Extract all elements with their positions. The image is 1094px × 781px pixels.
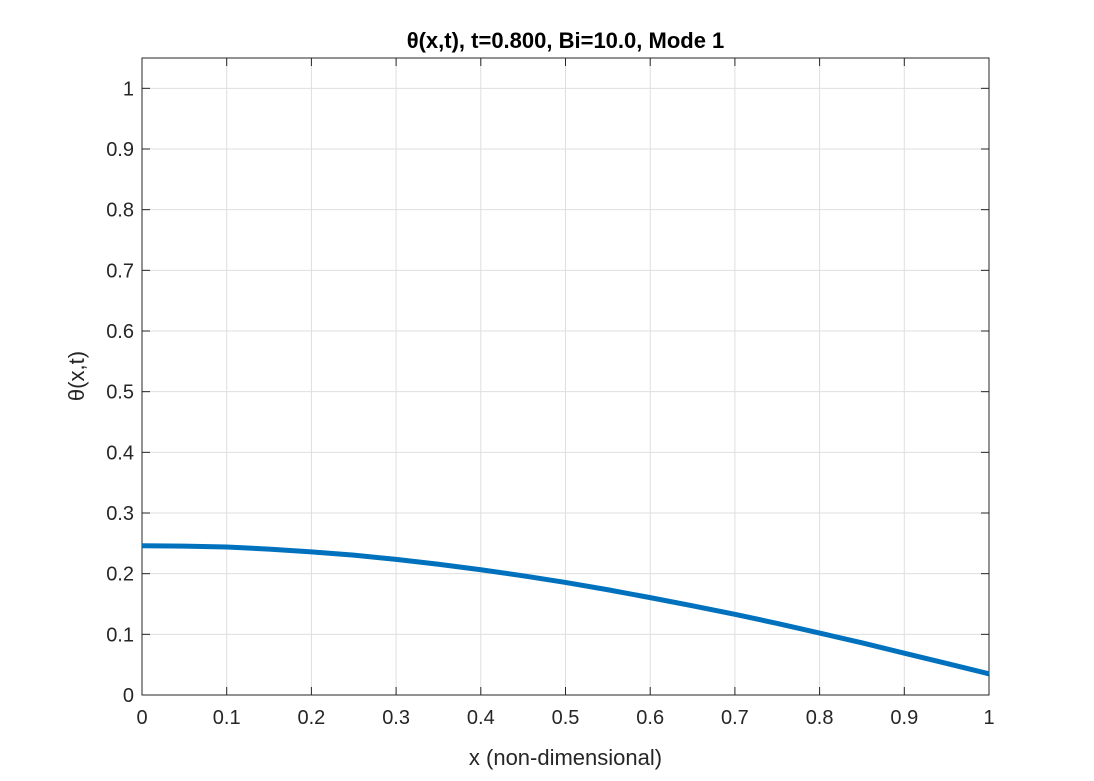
x-tick-label: 0.4 [467,707,495,729]
chart-title: θ(x,t), t=0.800, Bi=10.0, Mode 1 [407,28,725,53]
x-tick-label: 0.2 [297,707,325,729]
series-group [141,543,990,677]
x-axis-label: x (non-dimensional) [469,745,662,770]
y-tick-label: 0.1 [106,624,134,646]
x-tick-label: 0 [136,707,147,729]
ticks: 0 0.1 0.2 0.3 0.4 0.5 0.6 0.7 0.8 0.9 1 0 0.1 0.2 0.3 0… [106,58,995,729]
x-tick-label: 0.3 [382,707,410,729]
x-tick-label: 1 [983,707,994,729]
y-tick-label: 0.3 [106,503,134,525]
y-tick-label: 0.2 [106,564,134,586]
y-tick-label: 0 [123,685,134,707]
x-tick-label: 0.8 [806,707,834,729]
series-line [141,543,990,677]
x-tick-label: 0.6 [636,707,664,729]
y-axis-label: θ(x,t) [64,351,89,401]
y-tick-label: 0.8 [106,200,134,222]
y-tick-label: 0.5 [106,382,134,404]
x-tick-label: 0.1 [213,707,241,729]
y-tick-label: 0.6 [106,321,134,343]
y-tick-label: 0.4 [106,442,134,464]
y-tick-label: 0.7 [106,260,134,282]
y-tick-label: 1 [123,78,134,100]
y-tick-label: 0.9 [106,139,134,161]
x-tick-label: 0.5 [552,707,580,729]
x-tick-label: 0.7 [721,707,749,729]
x-tick-label: 0.9 [890,707,918,729]
